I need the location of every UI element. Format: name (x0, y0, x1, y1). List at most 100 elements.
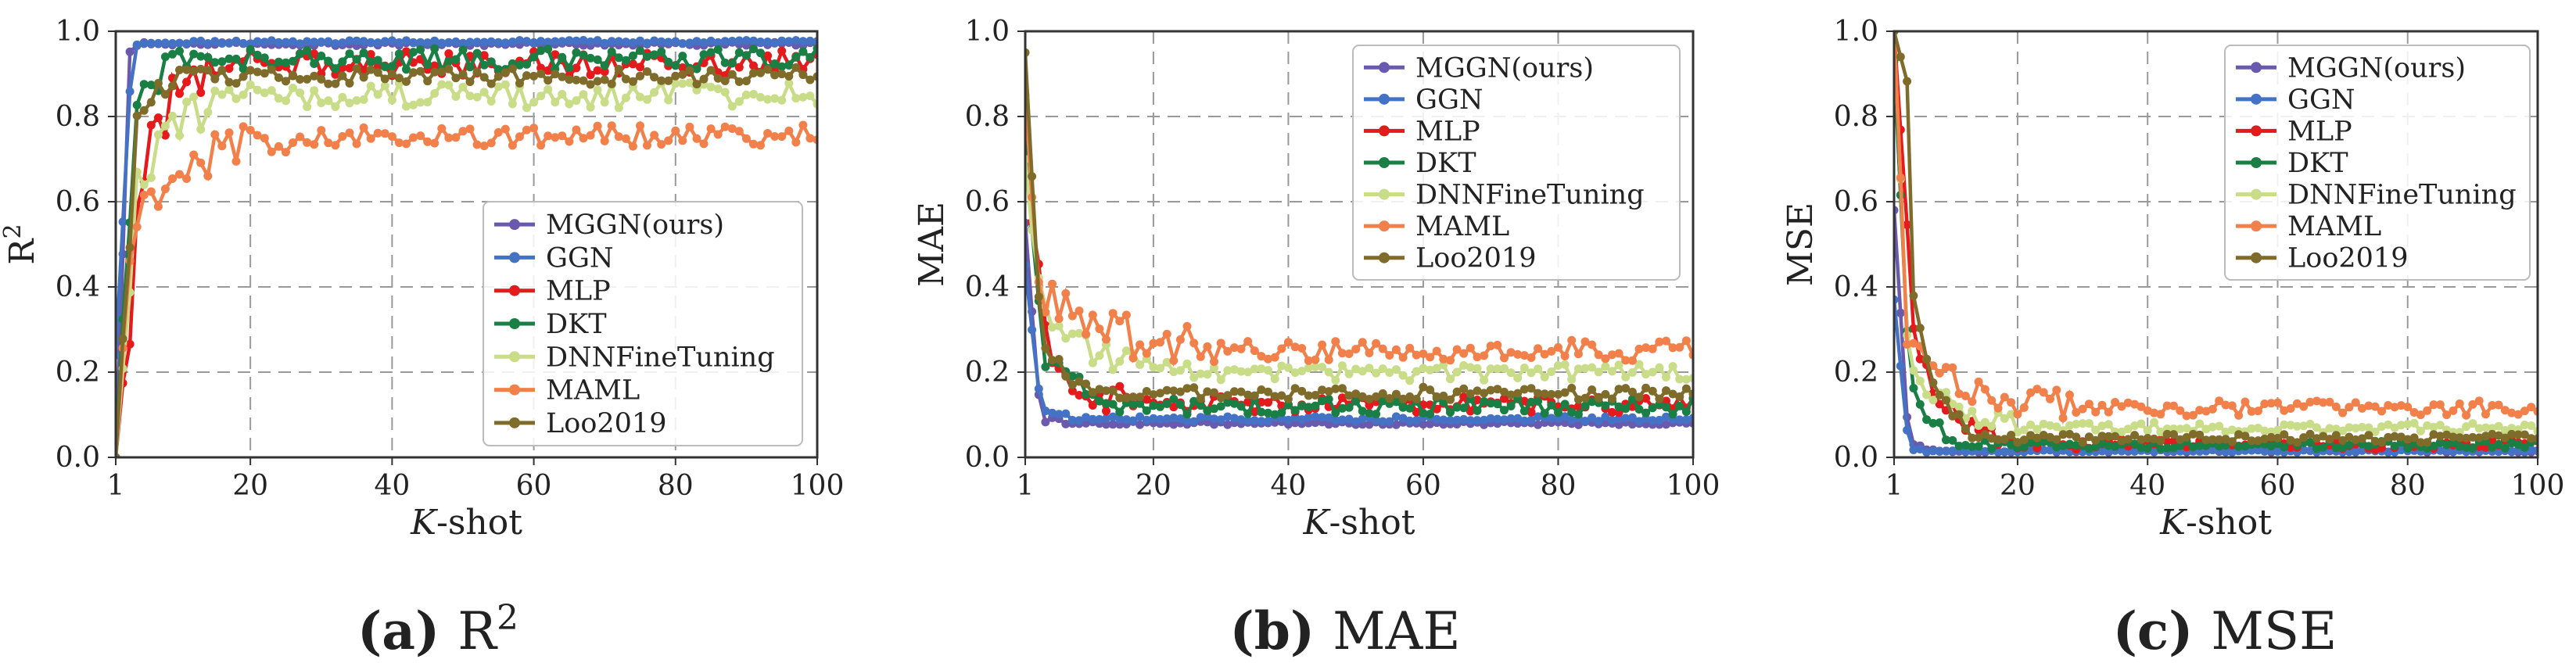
mse-point-dnnfinetuning (2013, 428, 2022, 437)
mse-point-dkt (2215, 442, 2224, 451)
r2-point-dnnfinetuning (317, 99, 326, 108)
mse-point-dnnfinetuning (1968, 407, 1977, 416)
r2-point-loo2019 (628, 77, 637, 86)
mae-point-loo2019 (1149, 390, 1158, 399)
mae-point-maml (1446, 356, 1455, 365)
mae-point-ggn (1648, 416, 1657, 425)
mse-point-dnnfinetuning (1928, 396, 1938, 405)
mae-point-mlp (1466, 407, 1475, 416)
r2-point-ggn (430, 36, 439, 45)
mse-point-dnnfinetuning (2280, 420, 2289, 429)
mae-point-maml (1054, 314, 1064, 324)
mae-point-ggn (1634, 417, 1644, 426)
mse-point-maml (2513, 410, 2523, 419)
r2-xtick-label: 1 (107, 470, 125, 502)
mse-point-ggn (2299, 446, 2309, 455)
r2-ytick-label: 0.8 (56, 101, 100, 133)
mae-point-mggn-ours (1662, 420, 1670, 429)
mse-point-loo2019 (2299, 433, 2309, 442)
mae-ytick-label: 1.0 (965, 16, 1010, 48)
mae-point-dnnfinetuning (1648, 367, 1657, 377)
mae-point-maml (1048, 279, 1057, 288)
r2-point-maml (182, 174, 192, 183)
r2-point-dkt (260, 53, 269, 63)
mse-legend-marker-mlp (2251, 125, 2262, 137)
mae-point-dkt (1270, 410, 1279, 419)
r2-point-ggn (749, 36, 758, 45)
mse-point-dnnfinetuning (2423, 421, 2432, 430)
r2-point-dkt (253, 50, 262, 59)
mae-point-mggn-ours (1223, 420, 1232, 429)
mse-point-maml (2364, 401, 2373, 410)
mae-point-loo2019 (1439, 391, 1448, 400)
r2-point-ggn (267, 36, 276, 45)
r2-point-dnnfinetuning (493, 82, 503, 91)
r2-point-dnnfinetuning (231, 94, 241, 103)
mae-point-ggn (1067, 416, 1077, 425)
r2-point-dkt (231, 54, 241, 63)
mse-point-dkt (2234, 442, 2244, 451)
r2-point-ggn (650, 36, 659, 45)
mae-point-maml (1547, 346, 1556, 356)
mae-point-loo2019 (1560, 388, 1570, 397)
mse-point-ggn (1980, 446, 1989, 456)
r2-point-mlp (586, 70, 595, 80)
mse-point-loo2019 (2338, 435, 2348, 445)
mae-point-mlp (1527, 407, 1536, 417)
mae-point-loo2019 (1344, 391, 1354, 400)
mse-xtick-label: 1 (1885, 470, 1903, 502)
mse-point-loo2019 (2345, 432, 2354, 442)
mse-point-dkt (2195, 441, 2205, 450)
mae-point-dkt (1041, 362, 1050, 371)
mae-point-dnnfinetuning (1270, 374, 1279, 384)
mae-point-mggn-ours (1061, 419, 1071, 428)
mse-point-loo2019 (1942, 396, 1950, 405)
mse-point-ggn (1935, 447, 1944, 456)
mae-point-ggn (1028, 325, 1037, 335)
r2-point-loo2019 (763, 65, 773, 74)
r2-point-ggn (713, 38, 723, 47)
mae-point-maml (1466, 343, 1475, 353)
mae-point-dnnfinetuning (1621, 372, 1631, 382)
r2-point-dkt (486, 57, 496, 66)
mse-point-loo2019 (1922, 354, 1932, 364)
r2-point-dnnfinetuning (692, 85, 701, 95)
r2-point-dkt (289, 56, 297, 66)
mae-point-ggn (1675, 415, 1684, 425)
mae-point-loo2019 (1513, 389, 1523, 398)
mae-point-ggn (1446, 416, 1455, 425)
r2-point-dkt (246, 45, 255, 54)
mse-point-maml (1948, 363, 1957, 372)
mse-point-dkt (2169, 443, 2178, 453)
panel-r2: 1 20 40 60 80 100 0.0 0.2 0.4 0.6 0.8 1.0 K-shot R2 MG… (0, 16, 844, 661)
r2-point-dkt (770, 59, 780, 68)
r2-point-loo2019 (791, 63, 801, 72)
mae-point-loo2019 (1580, 393, 1590, 403)
r2-point-ggn (671, 37, 680, 46)
mae-point-maml (1398, 353, 1408, 362)
r2-point-maml (515, 132, 524, 142)
r2-ytick-label: 0.2 (56, 356, 100, 389)
r2-point-maml (522, 125, 531, 134)
mae-point-loo2019 (1264, 387, 1272, 396)
mae-point-maml (1513, 349, 1523, 359)
mae-point-loo2019 (1662, 386, 1670, 396)
r2-point-dkt (522, 59, 531, 69)
r2-legend-marker-loo2019 (509, 417, 520, 428)
mse-point-maml (2468, 399, 2477, 409)
r2-point-dnnfinetuning (217, 90, 227, 99)
r2-point-loo2019 (756, 68, 765, 77)
mae-xtick-label: 80 (1541, 470, 1577, 502)
mse-point-dnnfinetuning (2195, 419, 2205, 428)
r2-point-maml (430, 138, 439, 148)
mse-point-loo2019 (2325, 435, 2334, 444)
mae-point-maml (1223, 346, 1232, 356)
r2-point-maml (508, 141, 517, 150)
mae-point-dnnfinetuning (1182, 359, 1192, 368)
mse-point-maml (2442, 410, 2452, 420)
r2-point-maml (253, 131, 262, 140)
mae-point-dkt (1082, 389, 1091, 399)
r2-point-loo2019 (458, 70, 468, 79)
mae-point-maml (1506, 348, 1516, 357)
